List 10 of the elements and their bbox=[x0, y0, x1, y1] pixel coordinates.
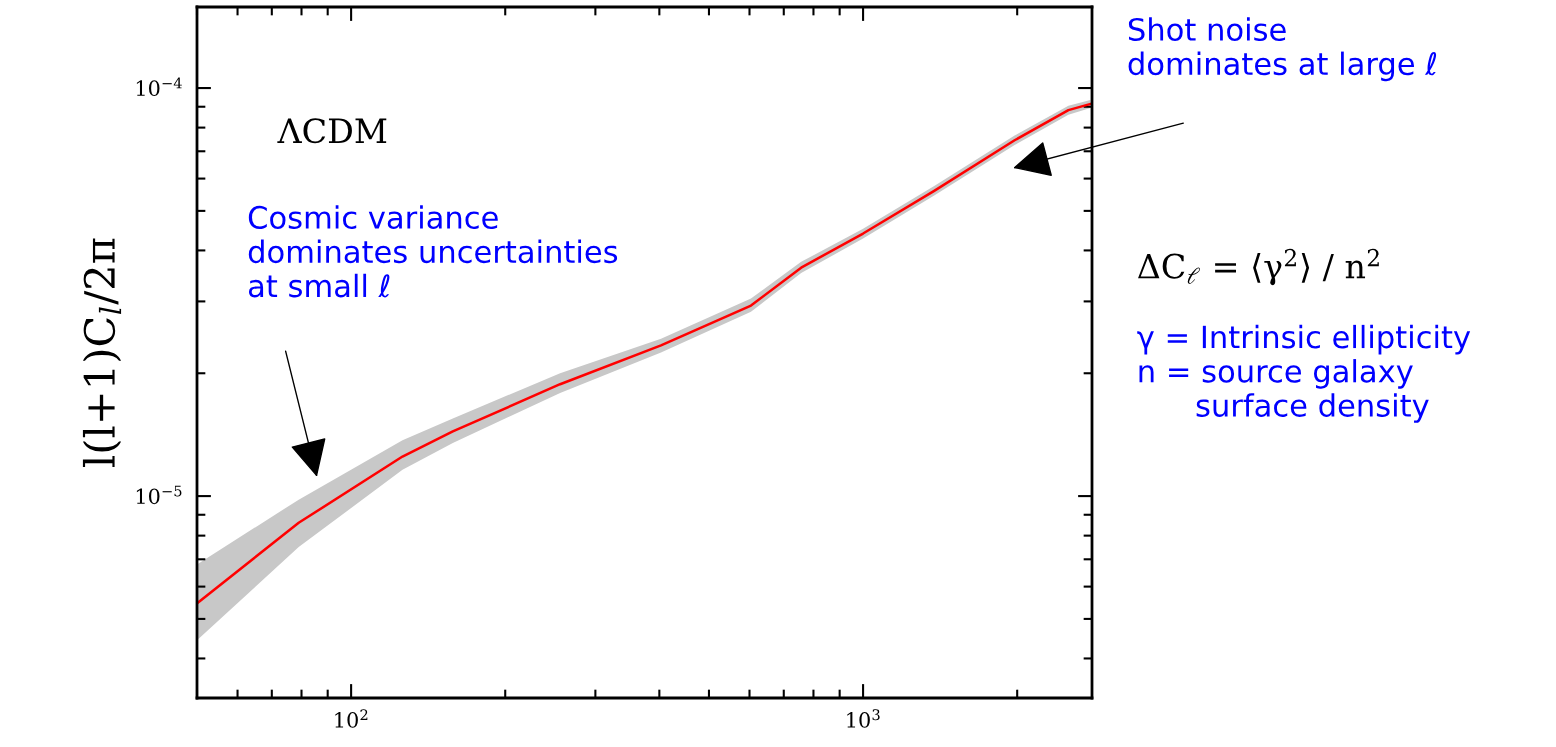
text: ΔC$_{ℓ}$ = ⟨γ$^{2}$⟩ / n$^{2}$ bbox=[1138, 248, 1379, 286]
y-axis-title: l(l+1)C$_{l}$/2π bbox=[82, 238, 122, 467]
y-tick-label: 10$^{−4}$ bbox=[136, 77, 182, 97]
x-tick-label: 10$^{2}$ bbox=[335, 709, 368, 728]
text: Shot noise dominates at large ℓ bbox=[1128, 17, 1437, 82]
x-tick-label: 10$^{3}$ bbox=[847, 709, 880, 728]
text: γ = Intrinsic ellipticity n = source galaxy surface density bbox=[1137, 324, 1471, 423]
y-tick-label: 10$^{−5}$ bbox=[136, 485, 182, 505]
annotation: ΛCDM bbox=[277, 118, 387, 144]
annotation: Cosmic variance dominates uncertainties at small ℓ bbox=[248, 205, 618, 298]
